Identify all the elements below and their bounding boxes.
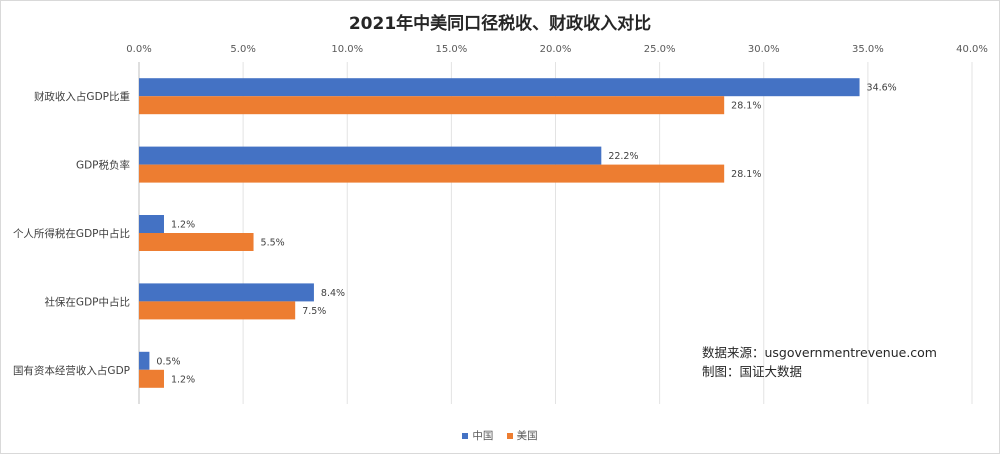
x-tick-label: 30.0% [748, 44, 780, 55]
x-tick-label: 0.0% [126, 44, 151, 55]
legend-label-china: 中国 [472, 430, 494, 442]
data-label: 1.2% [171, 374, 195, 385]
source-annotation: 数据来源：usgovernmentrevenue.com 制图：国证大数据 [702, 343, 937, 381]
data-label: 5.5% [261, 238, 285, 249]
data-label: 8.4% [321, 288, 345, 299]
bar-china [139, 215, 164, 233]
data-label: 1.2% [171, 220, 195, 231]
bar-usa [139, 233, 254, 251]
data-label: 34.6% [867, 83, 897, 94]
legend: 中国 美国 [0, 428, 1000, 443]
data-label: 0.5% [156, 356, 180, 367]
x-tick-label: 35.0% [852, 44, 884, 55]
x-tick-label: 40.0% [956, 44, 988, 55]
category-label: 个人所得税在GDP中占比 [13, 227, 130, 240]
bar-usa [139, 301, 296, 320]
data-label: 7.5% [302, 306, 326, 317]
bar-china [139, 351, 150, 370]
x-axis-ticks: 0.0% 5.0% 10.0% 15.0% 20.0% 25.0% 30.0% 35.0% 40… [126, 44, 988, 55]
data-labels: 34.6% 28.1% 22.2% 28.1% 1.2% 5.5% 8.4% 7.5% 0.5%… [156, 83, 896, 386]
source-line: 数据来源：usgovernmentrevenue.com [702, 345, 937, 360]
bar-usa [139, 96, 725, 115]
legend-item-usa: 美国 [506, 428, 538, 443]
gridlines [138, 62, 973, 404]
bar-china [139, 146, 602, 165]
bar-usa [139, 164, 725, 183]
bars [139, 78, 860, 388]
category-label: 财政收入占GDP比重 [34, 90, 130, 103]
data-label: 28.1% [731, 101, 761, 112]
maker-line: 制图：国证大数据 [702, 364, 803, 379]
x-tick-label: 10.0% [331, 44, 363, 55]
chart-title: 2021年中美同口径税收、财政收入对比 [348, 14, 652, 34]
bar-usa [139, 369, 164, 388]
x-tick-label: 5.0% [230, 44, 255, 55]
legend-swatch-china [462, 432, 469, 439]
bar-china [139, 78, 860, 97]
x-tick-label: 20.0% [540, 44, 572, 55]
category-label: 社保在GDP中占比 [44, 295, 130, 308]
legend-label-usa: 美国 [516, 430, 538, 442]
data-label: 22.2% [608, 151, 638, 162]
legend-swatch-usa [506, 432, 513, 439]
category-labels: 财政收入占GDP比重 GDP税负率个人所得税在GDP中占比社保在GDP中占比国有资… [13, 90, 130, 377]
bar-china [139, 283, 314, 302]
legend-item-china: 中国 [462, 428, 493, 443]
category-label: GDP税负率 [76, 159, 130, 172]
category-label: 国有资本经营收入占GDP [13, 364, 130, 377]
data-label: 28.1% [731, 169, 761, 180]
x-tick-label: 15.0% [435, 44, 467, 55]
x-tick-label: 25.0% [644, 44, 676, 55]
